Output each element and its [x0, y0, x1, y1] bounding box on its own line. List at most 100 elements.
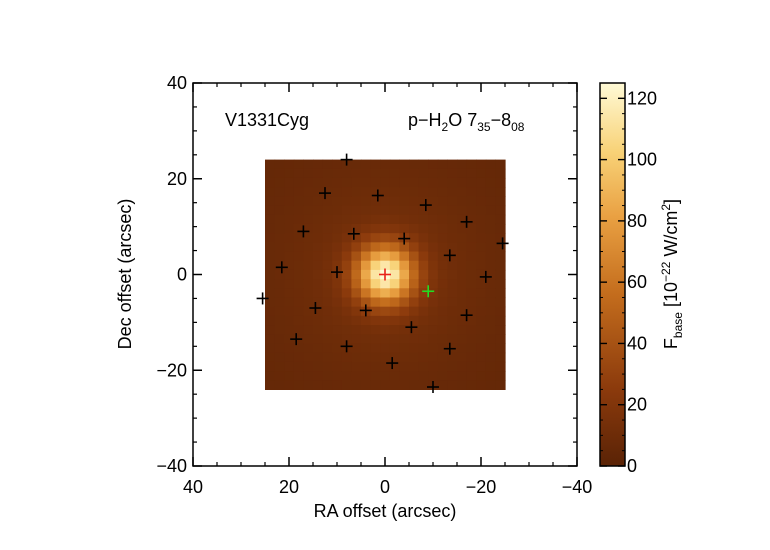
heatmap-pixel [332, 251, 343, 262]
heatmap-pixel [399, 159, 410, 170]
heatmap-pixel [389, 233, 400, 243]
heatmap-pixel [409, 187, 420, 197]
heatmap-pixel [409, 380, 420, 390]
x-axis-label: RA offset (arcsec) [314, 501, 457, 521]
heatmap-pixel [476, 205, 487, 216]
heatmap-pixel [409, 352, 420, 363]
heatmap-pixel [380, 233, 391, 243]
heatmap-pixel [341, 288, 352, 299]
heatmap-pixel [293, 380, 304, 390]
heatmap-pixel [293, 325, 304, 335]
heatmap-pixel [418, 315, 429, 326]
heatmap-pixel [303, 306, 314, 317]
heatmap-pixel [447, 361, 458, 372]
heatmap-pixel [274, 306, 285, 317]
heatmap-pixel [274, 168, 285, 179]
heatmap-pixel [341, 325, 352, 335]
heatmap-pixel [457, 223, 468, 234]
heatmap-pixel [476, 233, 487, 243]
heatmap-pixel [409, 343, 420, 354]
heatmap-pixel [332, 334, 343, 345]
heatmap-pixel [457, 325, 468, 335]
heatmap-pixel [341, 177, 352, 188]
heatmap-pixel [399, 269, 410, 280]
heatmap-pixel [274, 361, 285, 372]
heatmap-pixel [361, 159, 372, 170]
heatmap-pixel [380, 223, 391, 234]
heatmap-pixel [274, 315, 285, 326]
heatmap-pixel [284, 343, 295, 354]
heatmap-pixel [274, 269, 285, 280]
heatmap-pixel [437, 159, 448, 170]
heatmap-pixel [418, 343, 429, 354]
heatmap-pixel [303, 159, 314, 170]
heatmap-pixel [265, 214, 276, 225]
heatmap-pixel [370, 168, 381, 179]
y-tick-label: 0 [177, 265, 187, 285]
heatmap-pixel [447, 269, 458, 280]
heatmap-pixel [341, 306, 352, 317]
heatmap-pixel [351, 269, 362, 280]
heatmap-pixel [418, 223, 429, 234]
heatmap-pixel [437, 242, 448, 253]
heatmap-pixel [303, 315, 314, 326]
heatmap-pixel [370, 361, 381, 372]
heatmap-pixel [380, 260, 391, 271]
heatmap-pixel [341, 315, 352, 326]
heatmap-pixel [284, 187, 295, 197]
heatmap-pixel [485, 297, 496, 308]
heatmap-pixel [447, 288, 458, 299]
heatmap-pixel [370, 343, 381, 354]
x-axis-ticks: 40 20 0 −20 −40 [183, 83, 592, 497]
heatmap-pixel [418, 361, 429, 372]
colorbar-ticks: 0 20 40 60 80 100 120 [600, 88, 657, 476]
heatmap-pixel [341, 279, 352, 289]
heatmap-pixel [495, 269, 506, 280]
heatmap-pixel [341, 371, 352, 381]
heatmap-pixel [485, 214, 496, 225]
heatmap-pixel [476, 242, 487, 253]
heatmap-pixel [351, 233, 362, 243]
heatmap-pixel [265, 269, 276, 280]
heatmap-pixel [341, 361, 352, 372]
heatmap-pixel [361, 288, 372, 299]
heatmap-pixel [361, 371, 372, 381]
heatmap-pixel [485, 196, 496, 207]
heatmap-pixel [409, 177, 420, 188]
heatmap-pixel [466, 315, 477, 326]
heatmap-pixel [457, 361, 468, 372]
heatmap-pixel [370, 306, 381, 317]
heatmap-pixel [284, 159, 295, 170]
heatmap-pixel [380, 315, 391, 326]
heatmap-pixel [361, 177, 372, 188]
heatmap-pixel [341, 168, 352, 179]
heatmap-pixel [457, 288, 468, 299]
heatmap-pixel [447, 279, 458, 289]
heatmap-pixel [399, 315, 410, 326]
heatmap-pixel [361, 325, 372, 335]
heatmap-pixel [389, 196, 400, 207]
heatmap-pixel [274, 297, 285, 308]
heatmap-pixel [409, 325, 420, 335]
heatmap-pixel [485, 233, 496, 243]
heatmap-pixel [409, 196, 420, 207]
heatmap-pixel [293, 159, 304, 170]
heatmap-pixel [389, 159, 400, 170]
heatmap-pixel [399, 177, 410, 188]
heatmap-pixel [409, 306, 420, 317]
heatmap-pixel [389, 242, 400, 253]
heatmap-pixel [341, 233, 352, 243]
heatmap-pixel [389, 187, 400, 197]
heatmap-pixel [265, 196, 276, 207]
heatmap-pixel [332, 214, 343, 225]
heatmap-pixel [428, 352, 439, 363]
heatmap-pixel [370, 242, 381, 253]
heatmap-pixel [389, 223, 400, 234]
heatmap-pixel [284, 260, 295, 271]
heatmap-pixel [370, 371, 381, 381]
heatmap-pixel [389, 177, 400, 188]
heatmap-pixel [389, 288, 400, 299]
heatmap-pixel [466, 214, 477, 225]
heatmap-pixel [389, 361, 400, 372]
heatmap-pixel [447, 233, 458, 243]
